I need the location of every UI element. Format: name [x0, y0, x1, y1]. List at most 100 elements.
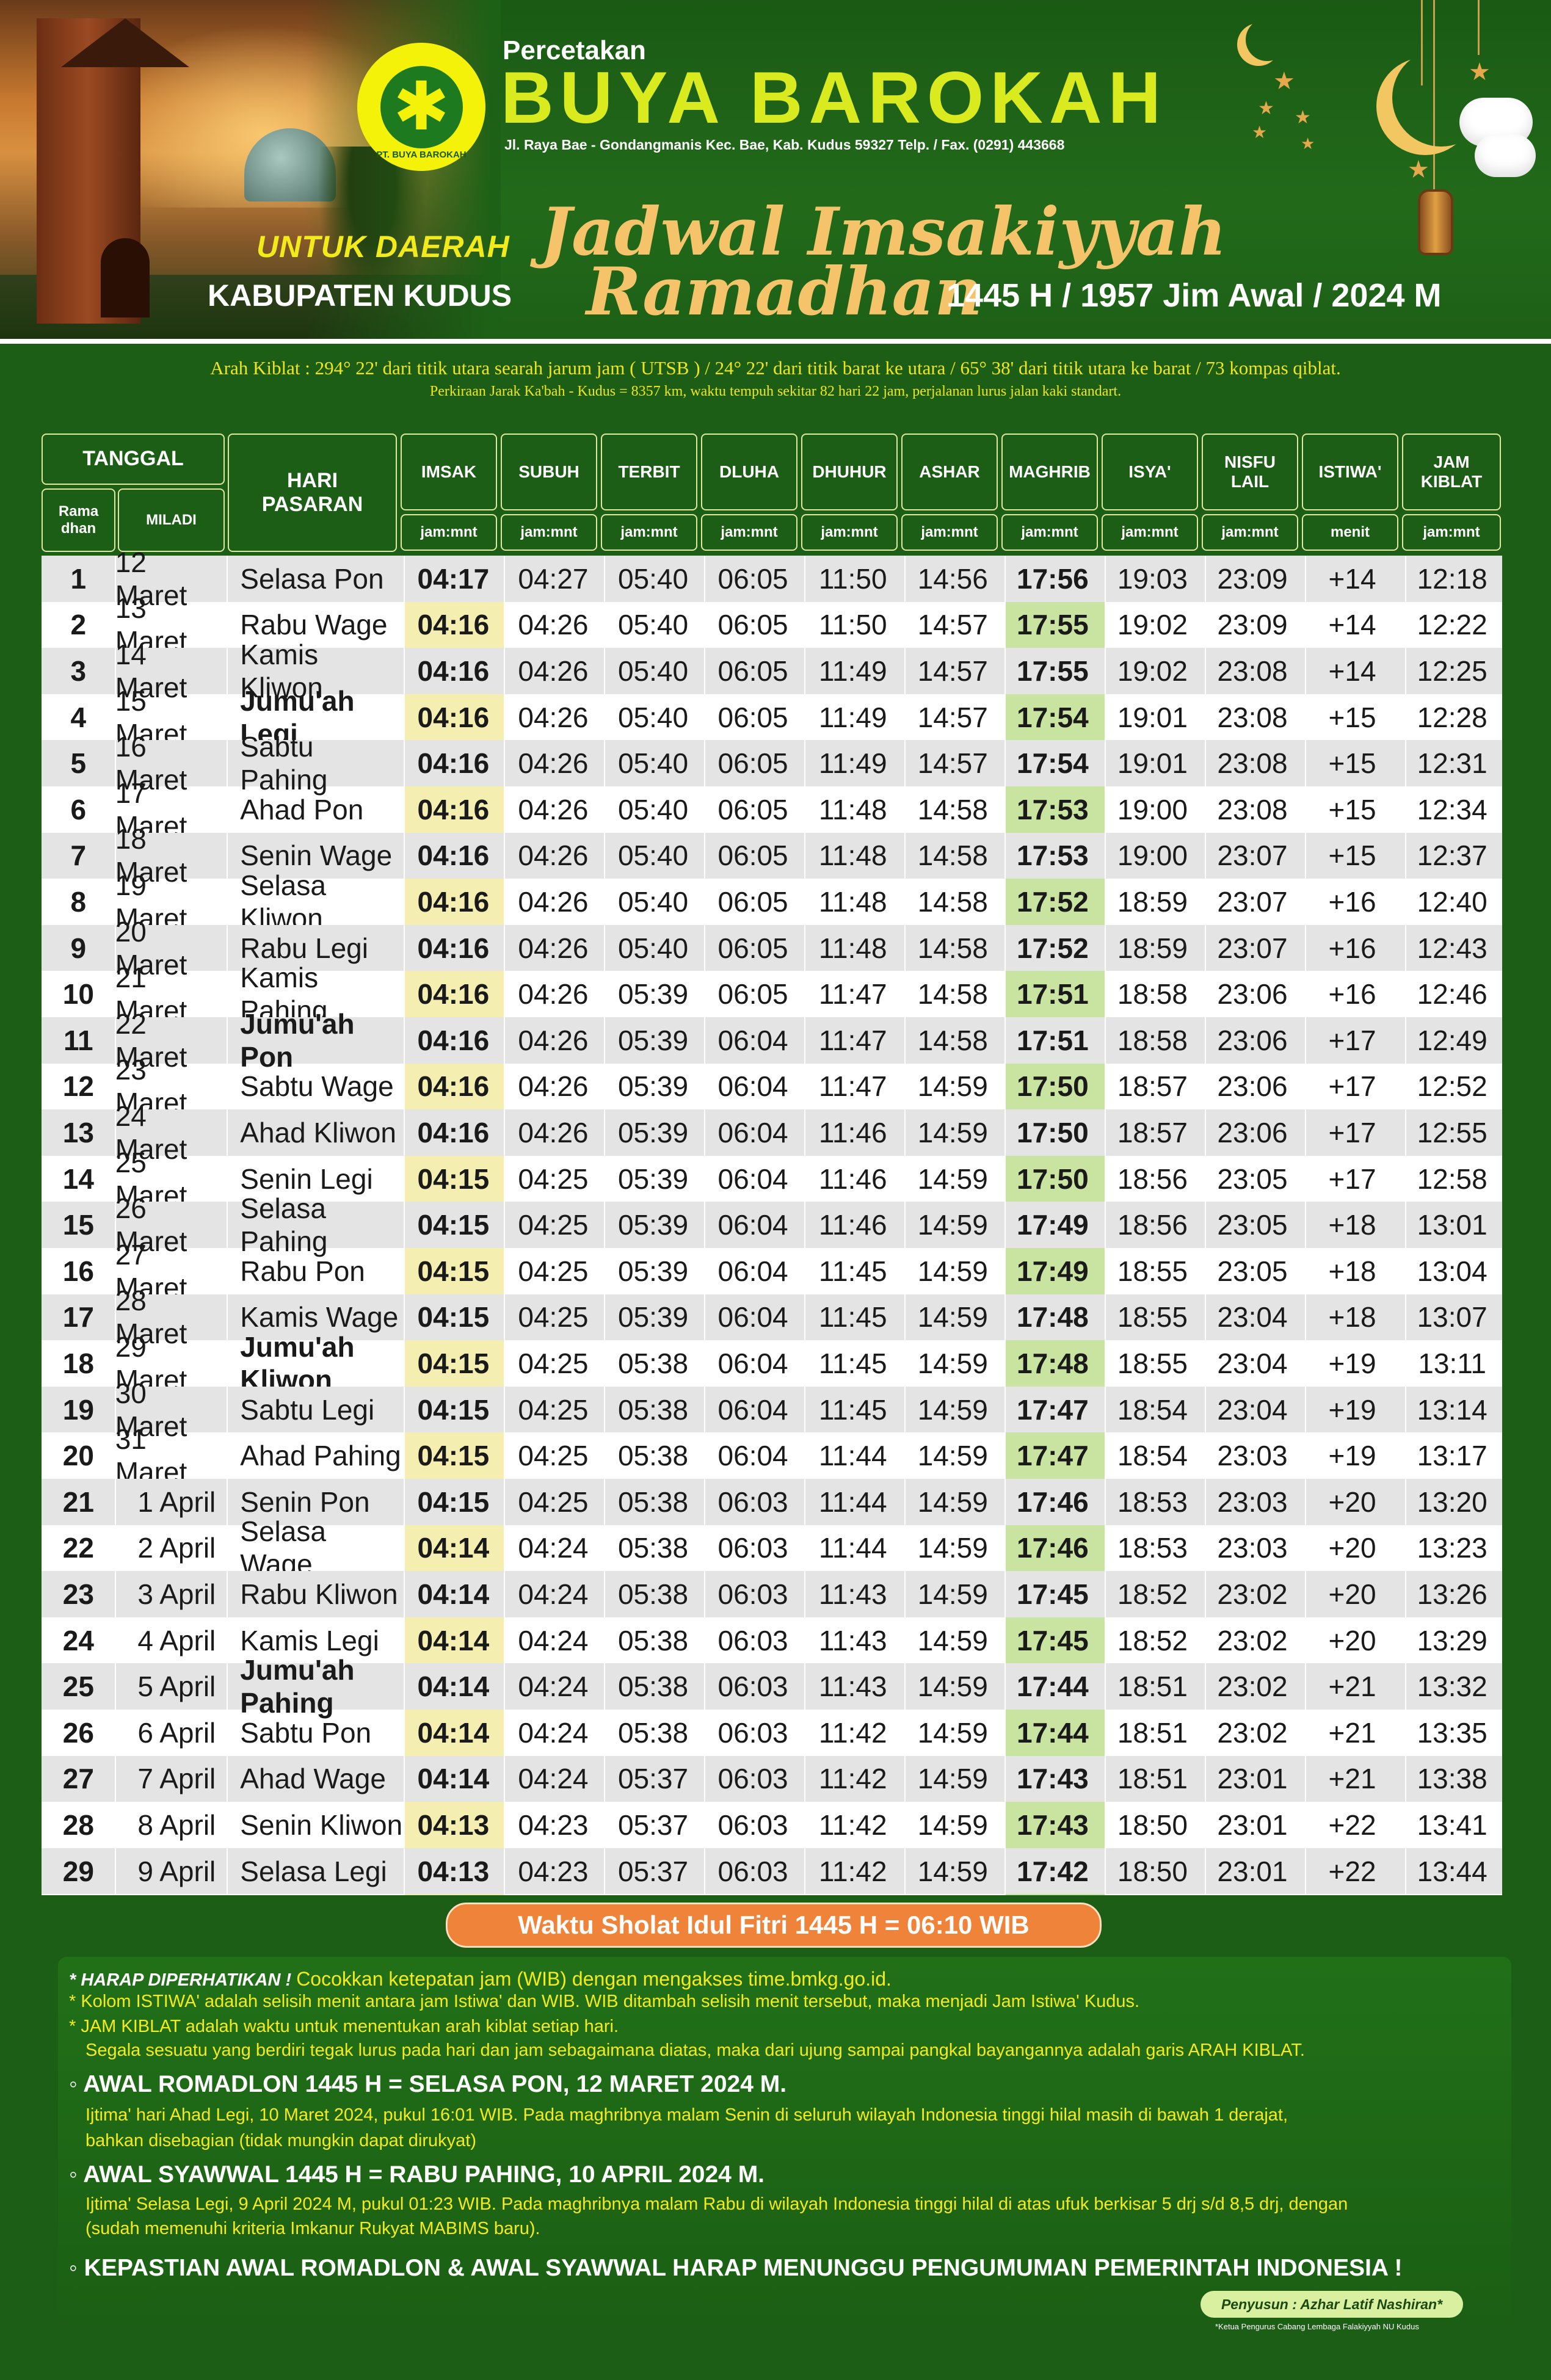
- cell-terbit: 05:40: [617, 562, 689, 595]
- cell-imsak: 04:16: [417, 885, 490, 918]
- cell-maghrib: 17:43: [1017, 1809, 1089, 1841]
- cell-subuh: 04:26: [518, 1116, 589, 1148]
- cell-ashar: 14:59: [917, 1163, 988, 1195]
- logo-star-icon: ✱: [380, 65, 463, 148]
- cell-nisfu: 23:03: [1217, 1486, 1288, 1518]
- cell-maghrib: 17:46: [1017, 1532, 1089, 1564]
- cell-dluha: 06:04: [717, 1301, 788, 1333]
- cell-subuh: 04:24: [518, 1624, 589, 1656]
- cell-terbit: 05:39: [617, 1116, 689, 1148]
- header-maghrib: MAGHRIB: [1001, 434, 1098, 510]
- cell-dluha: 06:05: [717, 655, 788, 687]
- cell-ram: 28: [62, 1809, 94, 1841]
- cell-kiblat: 13:20: [1417, 1486, 1487, 1518]
- unit-jam-kiblat: jam:mnt: [1402, 514, 1501, 551]
- idul-fitri-time-banner: Waktu Sholat Idul Fitri 1445 H = 06:10 W…: [446, 1903, 1102, 1948]
- cell-imsak: 04:16: [417, 1070, 490, 1103]
- cell-maghrib: 17:44: [1017, 1671, 1089, 1703]
- cell-hari: Rabu Wage: [240, 609, 388, 641]
- cell-isya: 18:57: [1117, 1116, 1188, 1148]
- cell-terbit: 05:39: [617, 1163, 689, 1195]
- unit-maghrib: jam:mnt: [1001, 514, 1098, 551]
- penyusun-footnote: *Ketua Pengurus Cabang Lembaga Falakiyya…: [1215, 2322, 1419, 2331]
- cell-dhuhur: 11:45: [818, 1255, 887, 1287]
- header-dhuhur: DHUHUR: [801, 434, 898, 510]
- cell-ashar: 14:57: [917, 609, 988, 641]
- cell-dluha: 06:05: [717, 562, 788, 595]
- cell-dluha: 06:04: [717, 1163, 788, 1195]
- schedule-table-body: 1 12 Maret Selasa Pon 04:17 04:27 05:40 06:05 1…: [42, 546, 1502, 1895]
- cell-mil: 3 April: [137, 1578, 216, 1610]
- cell-subuh: 04:23: [518, 1855, 589, 1887]
- cell-kiblat: 12:25: [1417, 655, 1487, 687]
- cell-ashar: 14:59: [917, 1624, 988, 1656]
- table-row: 4 15 Maret Jumu'ah Legi 04:16 04:26 05:40 06:0…: [42, 685, 1502, 750]
- cell-nisfu: 23:02: [1217, 1671, 1288, 1703]
- cell-isya: 18:51: [1117, 1671, 1188, 1703]
- cell-hari: Selasa Wage: [240, 1515, 326, 1581]
- table-row: 18 29 Maret Jumu'ah Kliwon 04:15 04:25 05:38 0…: [42, 1331, 1502, 1396]
- jarak-kabah-info: Perkiraan Jarak Ka'bah - Kudus = 8357 km…: [429, 383, 1122, 399]
- cell-imsak: 04:14: [417, 1624, 490, 1656]
- cell-imsak: 04:15: [417, 1301, 490, 1333]
- cell-imsak: 04:15: [417, 1347, 490, 1379]
- cell-isya: 18:52: [1117, 1624, 1188, 1656]
- cell-istiwa: +20: [1328, 1624, 1376, 1656]
- cell-ram: 17: [62, 1301, 94, 1333]
- table-row: 11 22 Maret Jumu'ah Pon 04:16 04:26 05:39 06:0…: [42, 1008, 1502, 1073]
- cell-maghrib: 17:53: [1017, 793, 1089, 825]
- cell-dluha: 06:05: [717, 978, 788, 1010]
- cell-ram: 25: [62, 1671, 94, 1703]
- cell-maghrib: 17:56: [1017, 562, 1089, 595]
- header-jam-kiblat: JAM KIBLAT: [1402, 434, 1501, 510]
- cell-nisfu: 23:09: [1217, 562, 1288, 595]
- cell-subuh: 04:26: [518, 978, 589, 1010]
- cell-terbit: 05:39: [617, 1024, 689, 1056]
- cell-terbit: 05:39: [617, 978, 689, 1010]
- cell-kiblat: 12:55: [1417, 1116, 1487, 1148]
- cell-maghrib: 17:52: [1017, 885, 1089, 918]
- cell-nisfu: 23:02: [1217, 1578, 1288, 1610]
- cell-terbit: 05:40: [617, 885, 689, 918]
- cell-dhuhur: 11:44: [818, 1486, 887, 1518]
- cell-hari: Sabtu Legi: [240, 1393, 375, 1426]
- awal-romadlon-heading: ◦ AWAL ROMADLON 1445 H = SELASA PON, 12 …: [69, 2071, 787, 2097]
- cell-dhuhur: 11:44: [818, 1532, 887, 1564]
- cell-maghrib: 17:55: [1017, 609, 1089, 641]
- cell-nisfu: 23:01: [1217, 1763, 1288, 1795]
- cell-ram: 8: [70, 885, 87, 918]
- cell-mil: 2 April: [137, 1532, 216, 1564]
- cell-subuh: 04:25: [518, 1163, 589, 1195]
- cell-dhuhur: 11:49: [818, 701, 887, 733]
- cell-maghrib: 17:49: [1017, 1209, 1089, 1241]
- cell-imsak: 04:16: [417, 932, 490, 964]
- awal-syawwal-detail-1: Ijtima' Selasa Legi, 9 April 2024 M, puk…: [85, 2194, 1348, 2214]
- cell-dluha: 06:04: [717, 1440, 788, 1472]
- cell-ashar: 14:59: [917, 1440, 988, 1472]
- cell-ashar: 14:58: [917, 1024, 988, 1056]
- cell-kiblat: 13:17: [1417, 1440, 1487, 1472]
- tower-roof: [61, 18, 189, 67]
- cell-ram: 2: [70, 609, 87, 641]
- cell-kiblat: 12:58: [1417, 1163, 1487, 1195]
- cell-nisfu: 23:09: [1217, 609, 1288, 641]
- cell-kiblat: 13:04: [1417, 1255, 1487, 1287]
- cell-isya: 18:55: [1117, 1255, 1188, 1287]
- cell-nisfu: 23:06: [1217, 1116, 1288, 1148]
- star-icon: ★: [1258, 98, 1274, 118]
- cell-isya: 18:52: [1117, 1578, 1188, 1610]
- lantern-string: [1421, 0, 1423, 85]
- cell-kiblat: 12:28: [1417, 701, 1487, 733]
- cell-istiwa: +16: [1328, 885, 1376, 918]
- cell-ram: 3: [70, 655, 87, 687]
- cell-isya: 18:55: [1117, 1347, 1188, 1379]
- cell-nisfu: 23:04: [1217, 1393, 1288, 1426]
- cell-dhuhur: 11:49: [818, 747, 887, 780]
- cell-maghrib: 17:54: [1017, 701, 1089, 733]
- cell-isya: 19:01: [1117, 747, 1188, 780]
- cell-dhuhur: 11:42: [818, 1763, 887, 1795]
- cell-istiwa: +14: [1328, 655, 1376, 687]
- column-divider: [1405, 556, 1406, 1895]
- cloud-icon: [1475, 134, 1536, 177]
- table-row: 3 14 Maret Kamis Kliwon 04:16 04:26 05:40 06:0…: [42, 639, 1502, 703]
